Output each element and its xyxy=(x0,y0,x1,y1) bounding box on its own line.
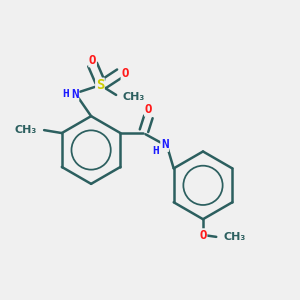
Text: N: N xyxy=(71,88,79,100)
Text: CH₃: CH₃ xyxy=(14,125,37,135)
Text: N: N xyxy=(161,138,168,151)
Text: H: H xyxy=(152,146,159,156)
Text: CH₃: CH₃ xyxy=(122,92,144,102)
Text: S: S xyxy=(96,78,104,92)
Text: O: O xyxy=(199,229,207,242)
Text: O: O xyxy=(145,103,152,116)
Text: H: H xyxy=(63,89,70,99)
Text: O: O xyxy=(89,54,96,67)
Text: CH₃: CH₃ xyxy=(224,232,246,242)
Text: O: O xyxy=(121,67,129,80)
